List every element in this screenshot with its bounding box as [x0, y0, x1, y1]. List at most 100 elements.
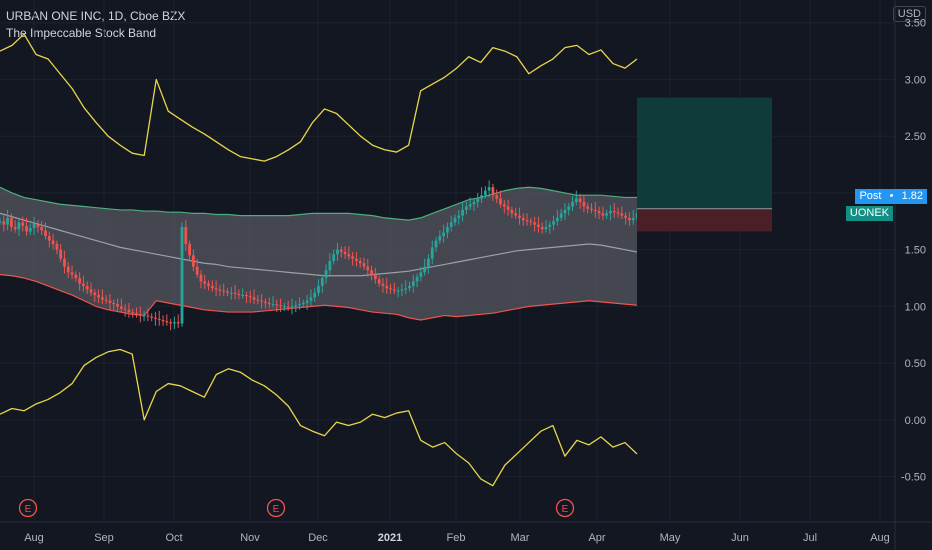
post-separator: • [889, 189, 894, 202]
candle-body [154, 317, 157, 319]
candle-body [165, 321, 169, 323]
y-tick-label: 0.50 [905, 358, 926, 370]
x-tick-label: Oct [165, 532, 182, 544]
earnings-label: E [25, 504, 32, 515]
candle-body [89, 289, 93, 293]
candle-body [279, 305, 282, 307]
candle-body [66, 266, 70, 273]
candle-body [82, 283, 85, 286]
candle-body [567, 206, 571, 210]
candle-body [298, 304, 301, 306]
candle-body [74, 274, 78, 279]
candle-body [590, 208, 593, 210]
candle-body [233, 292, 237, 294]
candle-body [381, 283, 385, 286]
candle-body [55, 243, 59, 250]
symbol-badge: UONEK [845, 205, 893, 221]
candle-body [624, 215, 628, 218]
lower-band-line [0, 274, 638, 321]
candle-body [495, 195, 499, 199]
candle-body [419, 272, 423, 277]
candle-body [267, 302, 271, 305]
candle-body [324, 270, 328, 279]
target-zone [637, 97, 772, 209]
currency-button[interactable]: USD [892, 6, 926, 22]
indicator-title: The Impeccable Stock Band [6, 26, 157, 40]
candle-body [47, 236, 51, 241]
candle-body [260, 300, 264, 302]
x-tick-label: Aug [870, 532, 890, 544]
candle-body [438, 236, 442, 241]
candle-body [343, 251, 347, 255]
candle-body [63, 258, 66, 267]
x-tick-label: Dec [308, 532, 328, 544]
candle-body [529, 221, 533, 223]
candle-body [214, 288, 218, 290]
candle-body [396, 290, 400, 292]
candle-body [245, 295, 248, 297]
candle-body [525, 220, 529, 222]
candle-body [616, 212, 620, 214]
candle-body [252, 297, 256, 300]
upper-band-line [0, 186, 637, 221]
candle-body [609, 211, 612, 214]
candle-body [446, 226, 449, 233]
candle-body [241, 295, 245, 297]
candle-body [44, 230, 47, 237]
candle-body [116, 304, 119, 307]
earnings-icon [555, 498, 575, 518]
candle-body [415, 276, 419, 282]
candle-body [411, 281, 415, 286]
candle-body [563, 209, 567, 214]
candle-body [366, 266, 370, 271]
candle-body [282, 306, 286, 308]
candle-body [0, 221, 2, 223]
candle-body [229, 292, 233, 294]
candle-body [131, 312, 135, 314]
post-label: Post [859, 189, 882, 202]
candle-body [480, 195, 483, 199]
candle-body [93, 292, 97, 296]
candle-body [468, 204, 472, 207]
earnings-label: E [273, 504, 280, 515]
candle-body [574, 198, 578, 202]
candle-body [320, 278, 324, 286]
candle-body [537, 224, 540, 227]
candle-body [597, 211, 601, 214]
candle-body [256, 299, 260, 301]
x-tick-label: May [660, 532, 681, 544]
post-value: 1.82 [901, 189, 923, 202]
candle-body [362, 263, 366, 267]
candle-body [533, 222, 537, 225]
candle-body [476, 198, 480, 202]
y-tick-label: 0.00 [905, 415, 926, 427]
candle-body [176, 322, 180, 324]
candle-body [169, 322, 173, 324]
earnings-icon [266, 498, 286, 518]
y-tick-label: 2.50 [905, 131, 926, 143]
candle-body [218, 289, 222, 291]
x-tick-label: 2021 [378, 532, 402, 544]
candle-body [449, 222, 453, 227]
candle-body [305, 300, 309, 303]
candle-body [552, 221, 555, 225]
candle-body [59, 249, 63, 259]
x-tick-label: Aug [24, 532, 44, 544]
candle-body [521, 217, 525, 221]
candle-body [100, 297, 104, 300]
candle-body [483, 190, 487, 196]
candle-body [601, 213, 605, 216]
candle-body [612, 211, 616, 213]
candle-body [313, 292, 317, 298]
candle-body [392, 289, 396, 291]
x-tick-label: Apr [588, 532, 605, 544]
candle-body [499, 198, 502, 205]
candle-body [491, 187, 495, 196]
candle-body [628, 217, 631, 221]
candle-body [351, 256, 355, 259]
candle-body [427, 258, 430, 267]
candle-body [358, 261, 362, 264]
candle-body [108, 300, 112, 303]
candle-body [104, 299, 108, 301]
